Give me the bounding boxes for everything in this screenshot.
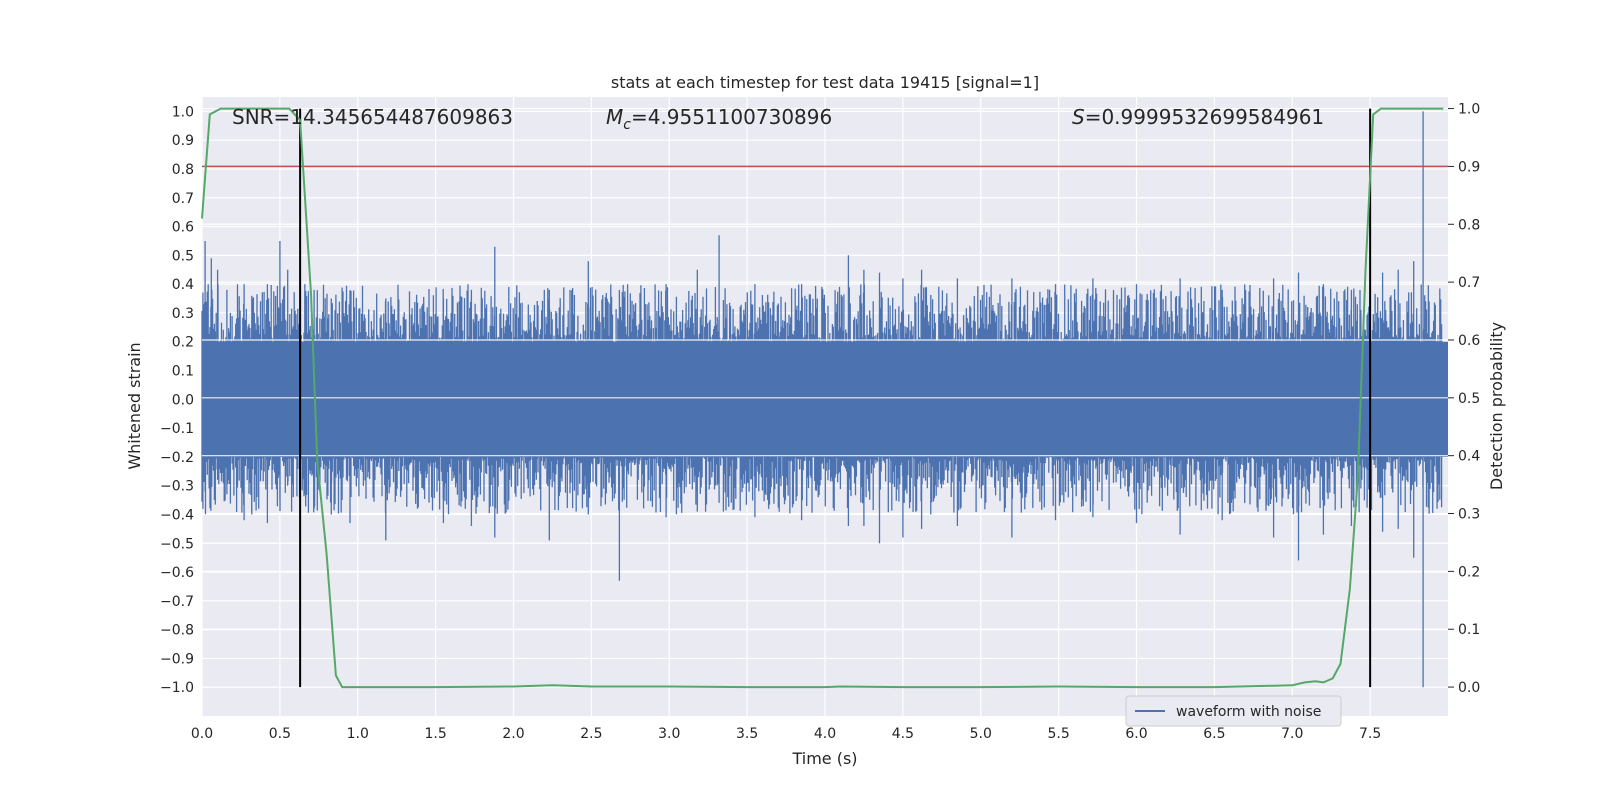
x-tick-label: 7.0 xyxy=(1281,726,1303,742)
tick-labels: 0.0 0.5 1.0 1.5 2.0 2.5 3.0 3.5 4.0 4.5 5.0 5.5 6.0 6… xyxy=(160,102,1480,742)
chirp-mass-annotation: Mc=4.9551100730896 xyxy=(606,105,832,133)
waveform-trace xyxy=(201,111,1444,688)
legend-label: waveform with noise xyxy=(1176,704,1321,720)
x-tick-label: 6.5 xyxy=(1203,726,1225,742)
y-tick-label: −0.2 xyxy=(160,450,194,466)
y2-tick-label: 0.2 xyxy=(1458,564,1480,580)
y-tick-label: −0.1 xyxy=(160,421,194,437)
y-axis-label: Whitened strain xyxy=(125,342,144,469)
y2-tick-label: 0.1 xyxy=(1458,622,1480,638)
x-tick-label: 4.0 xyxy=(814,726,836,742)
probability-series xyxy=(201,107,1444,689)
chart-title: stats at each timestep for test data 194… xyxy=(611,73,1039,92)
detection-probability-line xyxy=(201,107,1444,689)
y-tick-label: 0.6 xyxy=(172,220,194,236)
snr-annotation: SNR=14.345654487609863 xyxy=(232,105,513,129)
x-tick-label: 2.5 xyxy=(580,726,602,742)
y-tick-label: 0.7 xyxy=(172,191,194,207)
x-tick-label: 3.5 xyxy=(736,726,758,742)
waveform-series xyxy=(201,111,1448,688)
x-tick-label: 1.0 xyxy=(347,726,369,742)
y-tick-label: −0.5 xyxy=(160,536,194,552)
y2-tick-label: 0.0 xyxy=(1458,680,1480,696)
y-tick-label: 1.0 xyxy=(172,104,194,120)
reference-lines xyxy=(202,108,1448,688)
y2-tick-label: 0.9 xyxy=(1458,159,1480,175)
y2-tick-label: 0.3 xyxy=(1458,507,1480,523)
y-tick-label: 0.0 xyxy=(172,392,194,408)
chirp-mass-value: =4.9551100730896 xyxy=(631,105,832,129)
y-tick-label: −0.3 xyxy=(160,479,194,495)
y2-tick-label: 0.7 xyxy=(1458,275,1480,291)
score-annotation: S=0.9999532699584961 xyxy=(1072,105,1324,129)
y-tick-label: 0.4 xyxy=(172,277,194,293)
y-tick-label: 0.1 xyxy=(172,364,194,380)
x-tick-label: 2.0 xyxy=(502,726,524,742)
y2-tick-label: 0.8 xyxy=(1458,217,1480,233)
y2-axis-label: Detection probability xyxy=(1487,322,1506,490)
y-tick-label: −1.0 xyxy=(160,680,194,696)
y-tick-label: 0.2 xyxy=(172,335,194,351)
legend: waveform with noise xyxy=(1125,695,1342,727)
y-tick-label: −0.8 xyxy=(160,623,194,639)
x-tick-label: 5.5 xyxy=(1047,726,1069,742)
y-tick-label: 0.8 xyxy=(172,162,194,178)
x-tick-label: 4.5 xyxy=(892,726,914,742)
x-tick-label: 0.5 xyxy=(269,726,291,742)
x-tick-label: 0.0 xyxy=(191,726,213,742)
y-tick-label: 0.3 xyxy=(172,306,194,322)
chirp-mass-subscript: c xyxy=(623,117,631,133)
x-axis-label: Time (s) xyxy=(791,749,857,768)
x-tick-label: 5.0 xyxy=(970,726,992,742)
y-tick-label: 0.5 xyxy=(172,248,194,264)
x-tick-label: 1.5 xyxy=(424,726,446,742)
chirp-mass-symbol: M xyxy=(606,105,623,129)
y-tick-label: 0.9 xyxy=(172,133,194,149)
y2-tick-label: 1.0 xyxy=(1458,102,1480,118)
x-tick-label: 6.0 xyxy=(1125,726,1147,742)
y2-tick-label: 0.5 xyxy=(1458,391,1480,407)
y-tick-label: −0.4 xyxy=(160,507,194,523)
x-tick-label: 7.5 xyxy=(1359,726,1381,742)
y-tick-label: −0.9 xyxy=(160,651,194,667)
y-tick-label: −0.7 xyxy=(160,594,194,610)
y-tick-label: −0.6 xyxy=(160,565,194,581)
legend-box xyxy=(1125,695,1342,727)
y2-tick-label: 0.6 xyxy=(1458,333,1480,349)
x-tick-label: 3.0 xyxy=(658,726,680,742)
score-symbol: S xyxy=(1072,105,1085,129)
score-value: =0.9999532699584961 xyxy=(1085,105,1324,129)
y2-tick-label: 0.4 xyxy=(1458,449,1480,465)
